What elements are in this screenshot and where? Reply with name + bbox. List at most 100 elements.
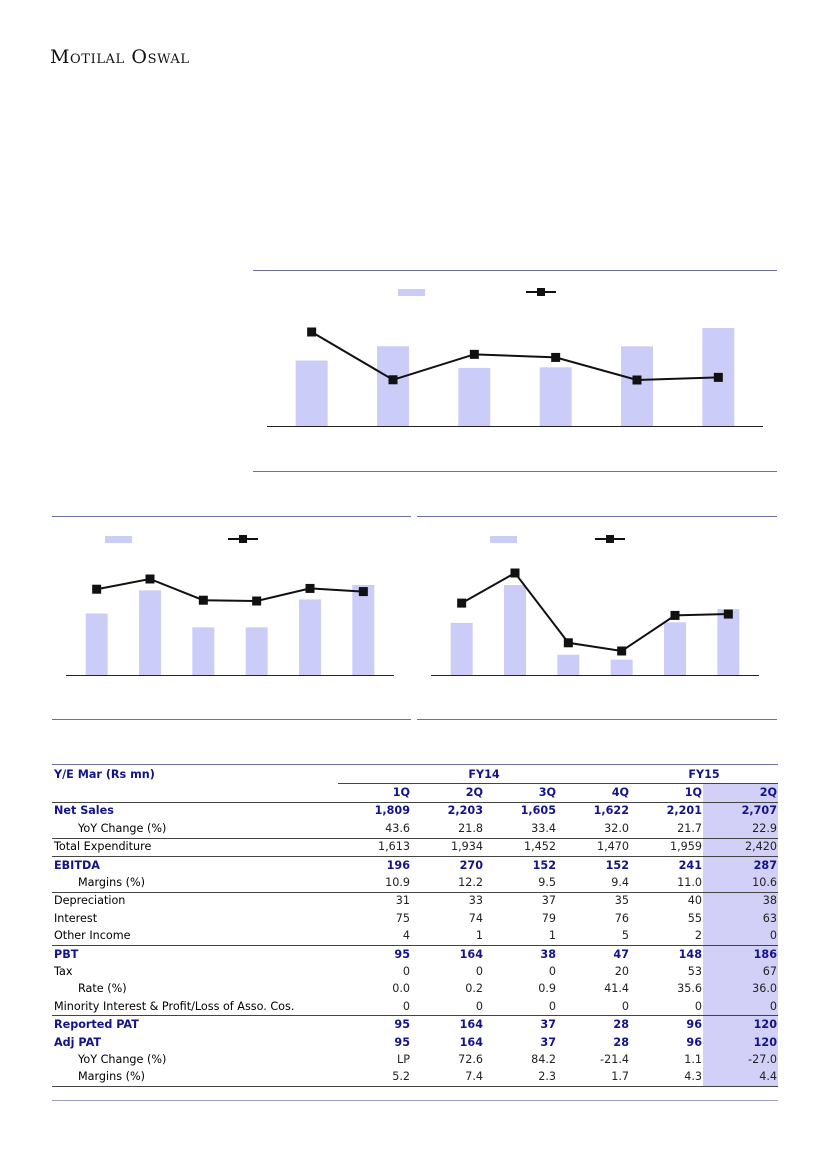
table-row: Interest 75 74 79 76 55 63 [52, 910, 778, 928]
row-value: -21.4 [600, 1052, 629, 1066]
line-point [305, 583, 315, 593]
table-row: Adj PAT 95 164 37 28 96 120 [52, 1033, 778, 1052]
chart-bar [295, 360, 328, 426]
row-value: 0 [694, 999, 702, 1013]
row-value: 76 [614, 911, 629, 925]
row-value: 38 [703, 891, 778, 911]
row-value: 2,707 [703, 802, 778, 821]
row-value: 1,809 [374, 804, 410, 818]
row-value: 75 [395, 911, 410, 925]
row-label: EBITDA [52, 855, 338, 875]
row-value: 0 [475, 999, 483, 1013]
row-value: 55 [687, 911, 702, 925]
row-value: 164 [459, 1035, 483, 1049]
row-value: 43.6 [385, 821, 410, 835]
chart-bar [717, 609, 740, 675]
chart-bar [610, 659, 633, 675]
line-point [145, 574, 155, 584]
chart-bar [299, 599, 321, 675]
quarter-header-cell: 2Q [411, 783, 484, 803]
table-row: YoY Change (%) 43.6 21.8 33.4 32.0 21.7 22.9 [52, 820, 778, 839]
row-value: 10.6 [703, 874, 778, 893]
quarter-header-blank [52, 783, 338, 803]
row-label: Net Sales [54, 804, 114, 818]
chart-bar [450, 622, 473, 675]
chart-top-rule-top [253, 270, 777, 271]
row-value: 1,622 [593, 804, 629, 818]
row-value: 196 [338, 855, 411, 875]
line-point [92, 584, 102, 594]
row-value: 21.8 [458, 821, 483, 835]
row-value: 38 [484, 944, 557, 964]
table-row: Other Income 4 1 1 5 2 0 [52, 927, 778, 946]
chart-right-rule-bottom [417, 719, 777, 720]
row-value: 164 [411, 944, 484, 964]
quarter-header-row: 1Q 2Q 3Q 4Q 1Q 2Q [52, 783, 778, 803]
quarter-header-cell: 2Q [703, 783, 778, 803]
row-value: 96 [686, 1035, 702, 1049]
row-value: 20 [614, 964, 629, 978]
row-value: 53 [687, 964, 702, 978]
line-point [252, 596, 262, 606]
row-value: 41.4 [604, 982, 629, 996]
line-point [457, 598, 467, 608]
row-value: 9.5 [538, 876, 556, 890]
quarter-header-cell: 1Q [338, 783, 411, 803]
line-point [358, 587, 368, 597]
pat-margin-chart [431, 535, 759, 676]
line-point [723, 609, 733, 619]
row-value: 270 [411, 855, 484, 875]
table-row: PBT 95 164 38 47 148 186 [52, 944, 778, 964]
chart-right-rule-top [417, 516, 777, 517]
line-point [563, 638, 573, 648]
row-value: 0.0 [392, 982, 410, 996]
quarterly-results-table: Y/E Mar (Rs mn) FY14 FY15 1Q 2Q 3Q 4Q 1Q 2Q Net S… [52, 766, 778, 1088]
chart-top-rule-bottom [253, 471, 777, 472]
line-point [388, 375, 398, 385]
chart-bar [458, 367, 491, 426]
table-row: Total Expenditure 1,613 1,934 1,452 1,470 1,9… [52, 837, 778, 857]
table-row: Rate (%) 0.0 0.2 0.9 41.4 35.6 36.0 [52, 980, 778, 999]
row-value: 5.2 [338, 1068, 411, 1088]
table-row: Reported PAT 95 164 37 28 96 120 [52, 1015, 778, 1034]
row-value: 0 [402, 999, 410, 1013]
row-value: 2 [694, 929, 702, 943]
row-value: 63 [703, 910, 778, 928]
row-value: 37 [484, 1015, 557, 1034]
row-value: 4.3 [630, 1068, 703, 1088]
chart-bar [664, 622, 686, 675]
row-value: 1 [475, 929, 483, 943]
line-point [469, 349, 479, 359]
legend-line-marker [606, 535, 614, 543]
row-value: 0 [475, 964, 483, 978]
legend-bar-swatch [490, 536, 517, 543]
row-label: Other Income [54, 929, 131, 943]
table-row: Net Sales 1,809 2,203 1,605 1,622 2,201 2,707 [52, 802, 778, 821]
quarter-header-cell: 1Q [630, 783, 703, 803]
chart-bar [352, 585, 375, 675]
row-label: Minority Interest & Profit/Loss of Asso.… [54, 999, 295, 1013]
row-value: 152 [557, 855, 630, 875]
series-line [461, 571, 729, 653]
row-value: 4 [402, 929, 410, 943]
row-value: 0 [703, 998, 778, 1016]
ebitda-margin-chart [66, 535, 394, 676]
line-point [670, 610, 680, 620]
row-value: 2,203 [447, 804, 483, 818]
row-value: 21.7 [677, 821, 702, 835]
legend-line-marker [239, 535, 247, 543]
row-label: Depreciation [52, 891, 338, 911]
chart-bar [621, 346, 653, 426]
row-value: 0.9 [538, 982, 556, 996]
table-col-header: Y/E Mar (Rs mn) [54, 767, 155, 781]
row-value: 11.0 [677, 876, 702, 890]
line-point [198, 595, 208, 605]
row-value: 0 [402, 964, 410, 978]
row-value: 9.4 [611, 876, 629, 890]
line-point [307, 327, 317, 337]
row-value: 40 [630, 891, 703, 911]
row-label: Tax [54, 964, 73, 978]
row-label: Margins (%) [78, 876, 145, 890]
row-value: 120 [703, 1033, 778, 1052]
sales-growth-chart [267, 288, 763, 427]
